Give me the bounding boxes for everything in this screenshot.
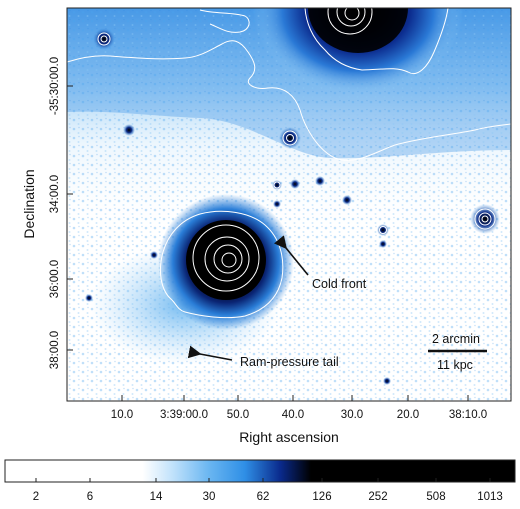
plot-frame — [66, 7, 512, 402]
contours — [67, 8, 511, 319]
y-tick-label: -35:30:00.0 — [49, 57, 61, 115]
x-tick-label: 38:10.0 — [449, 409, 487, 421]
point-source — [150, 251, 158, 259]
cold-front-label: Cold front — [312, 277, 367, 291]
cold-front-arrow — [273, 235, 309, 276]
point-source — [377, 224, 389, 236]
x-axis-title: Right ascension — [239, 429, 339, 445]
x-tick-label: 30.0 — [341, 409, 363, 421]
point-source — [315, 176, 325, 186]
x-tick-labels: 10.0 3:39:00.0 50.0 40.0 30.0 20.0 38:10… — [111, 409, 487, 421]
x-tick-label: 50.0 — [227, 409, 249, 421]
scale-physical-label: 11 kpc — [437, 358, 473, 372]
point-source — [470, 204, 500, 234]
colorbar-tick-label: 2 — [33, 491, 39, 503]
y-tick-label: 38:00.0 — [49, 331, 61, 369]
point-source — [93, 28, 115, 50]
colorbar-ticks — [35, 478, 491, 482]
y-tick-label: 36:00.0 — [49, 260, 61, 298]
colorbar-tick-labels: 2 6 14 30 62 126 252 508 1013 — [33, 491, 503, 503]
point-source — [379, 240, 387, 248]
x-tick-label: 40.0 — [282, 409, 304, 421]
scale-angular-label: 2 arcmin — [432, 332, 480, 346]
x-tick-label: 3:39:00.0 — [160, 409, 208, 421]
colorbar-tick-label: 14 — [150, 491, 163, 503]
ram-pressure-tail-label: Ram-pressure tail — [240, 355, 339, 369]
point-source — [85, 294, 93, 302]
point-source — [342, 195, 352, 205]
tail-arrow — [187, 345, 233, 361]
colorbar-tick-label: 62 — [257, 491, 270, 503]
point-source — [279, 127, 301, 149]
point-source — [290, 179, 300, 189]
point-source — [383, 377, 391, 385]
y-tick-labels: -35:30:00.0 34:00.0 36:00.0 38:00.0 — [49, 57, 61, 369]
x-tick-label: 10.0 — [111, 409, 133, 421]
point-source — [272, 180, 282, 190]
y-axis-title: Declination — [21, 169, 37, 238]
colorbar-tick-label: 6 — [87, 491, 93, 503]
point-source — [123, 124, 135, 136]
colorbar-tick-label: 126 — [312, 491, 331, 503]
xray-image: Cold front Ram-pressure tail 2 arcmin 11… — [67, 8, 511, 401]
tick-marks — [67, 85, 469, 401]
colorbar-tick-label: 252 — [368, 491, 387, 503]
colorbar-tick-label: 30 — [203, 491, 216, 503]
colorbar-tick-label: 1013 — [477, 491, 503, 503]
colorbar-tick-label: 508 — [426, 491, 445, 503]
x-tick-label: 20.0 — [397, 409, 419, 421]
point-source — [273, 200, 281, 208]
colorbar — [4, 459, 516, 483]
y-tick-label: 34:00.0 — [49, 175, 61, 213]
